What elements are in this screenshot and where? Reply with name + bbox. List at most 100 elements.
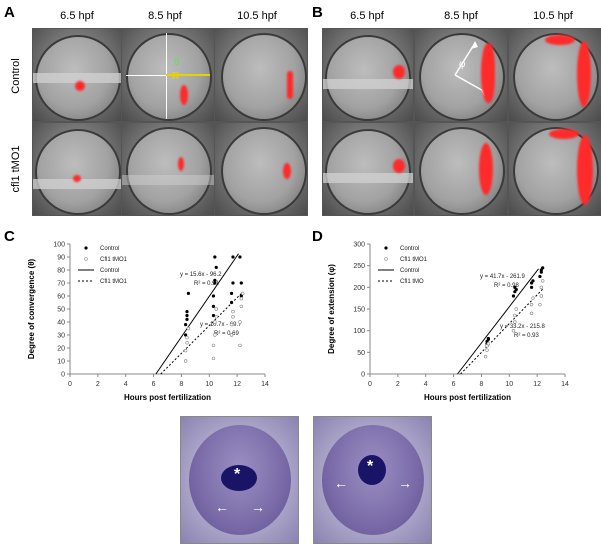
labeled-cells — [393, 65, 405, 79]
data-point — [541, 266, 545, 270]
data-point — [486, 341, 491, 346]
x-tick-label: 0 — [68, 381, 72, 388]
data-point — [513, 313, 517, 318]
embryo-photo — [214, 28, 308, 122]
x-tick-label: 12 — [533, 381, 541, 388]
y-tick-label: 70 — [57, 281, 65, 288]
y-tick-label: 0 — [361, 372, 365, 379]
data-point — [486, 336, 490, 341]
data-point — [186, 326, 191, 331]
fit-r2: R² = 0.69 — [214, 331, 240, 337]
labeled-cells — [549, 129, 579, 139]
data-point — [184, 333, 188, 337]
data-point — [211, 294, 216, 298]
fit-r2: R² = 0.91 — [194, 281, 220, 287]
chart-convergence: 0 2 4 6 8 10 12 14 0 10 20 30 40 50 60 70 80 90 100 Hours p… — [27, 242, 269, 403]
data-point — [239, 296, 244, 301]
fit-r2: R² = 0.98 — [494, 283, 520, 289]
labeled-cells — [577, 41, 591, 107]
data-point — [241, 291, 245, 296]
data-point — [539, 294, 544, 298]
panel-a-col-label: 10.5 hpf — [237, 10, 277, 22]
data-point — [185, 310, 189, 314]
y-tick-label: 90 — [57, 255, 65, 262]
data-point — [485, 348, 489, 352]
data-point — [183, 359, 188, 363]
embryo-photo — [32, 28, 122, 122]
asterisk-marker: * — [234, 466, 241, 483]
legend-label: Cfl1 tMO — [400, 279, 424, 285]
y-tick-label: 30 — [57, 333, 65, 340]
panel-b-col-label: 8.5 hpf — [444, 10, 478, 22]
data-point — [511, 328, 516, 333]
x-tick-label: 4 — [424, 381, 428, 388]
x-tick-label: 2 — [396, 381, 400, 388]
arrow-right: → — [398, 475, 412, 491]
data-point — [231, 255, 235, 259]
y-tick-label: 250 — [353, 263, 365, 270]
x-tick-label: 2 — [96, 381, 100, 388]
embryo-photo — [322, 28, 414, 122]
data-point — [213, 320, 217, 324]
labeled-cells — [180, 85, 188, 105]
fit-equation: y = 41.7x - 261.9 — [480, 274, 526, 280]
y-tick-label: 150 — [353, 307, 365, 314]
x-tick-label: 6 — [452, 381, 456, 388]
chart-extension: 0 2 4 6 8 10 12 14 0 50 100 150 200 250 300 Hours post … — [327, 242, 569, 403]
y-tick-label: 100 — [53, 242, 65, 249]
labeled-cells — [545, 35, 575, 45]
x-tick-label: 10 — [505, 381, 513, 388]
theta-label: θ — [174, 57, 180, 68]
embryo-photo — [508, 122, 601, 216]
y-tick-label: 0 — [61, 372, 65, 379]
r-label: R — [172, 71, 180, 82]
data-point — [211, 343, 216, 348]
labeled-cells — [479, 143, 493, 195]
labeled-cells — [577, 135, 593, 205]
data-point — [214, 315, 218, 319]
data-point — [214, 265, 218, 269]
labeled-cells — [481, 43, 495, 103]
x-tick-label: 10 — [205, 381, 213, 388]
yolk-margin — [33, 179, 121, 189]
data-point — [513, 320, 517, 324]
legend-label: Cfl1 tMO1 — [400, 257, 428, 263]
data-point — [184, 323, 188, 327]
yolk-margin — [323, 173, 413, 183]
data-point — [213, 333, 217, 337]
panel-letter-b: B — [312, 4, 323, 21]
legend-label: Control — [100, 246, 119, 252]
fit-equation: y = 15.6x - 96.2 — [180, 272, 222, 278]
yolk-margin — [323, 79, 413, 89]
labeled-cells — [178, 157, 184, 171]
data-point — [514, 307, 518, 311]
x-tick-label: 4 — [124, 381, 128, 388]
data-point — [185, 317, 189, 321]
legend-label: Control — [400, 268, 419, 274]
arrow-left: ← — [334, 475, 348, 491]
data-point — [239, 294, 243, 298]
data-point — [185, 335, 189, 340]
data-point — [539, 285, 544, 290]
data-point — [511, 294, 516, 298]
data-point — [483, 354, 488, 359]
data-point — [185, 341, 189, 345]
data-point — [529, 311, 534, 316]
embryo-photo: φ — [414, 28, 508, 122]
data-point — [238, 255, 242, 259]
fit-line — [457, 268, 539, 375]
data-point — [529, 302, 534, 307]
data-point — [541, 279, 545, 283]
y-tick-label: 40 — [57, 320, 65, 327]
panel-a-col-label: 6.5 hpf — [60, 10, 94, 22]
data-point — [538, 274, 542, 279]
data-point — [213, 278, 217, 282]
fit-line — [155, 253, 239, 375]
embryo-photo — [121, 122, 215, 216]
embryo — [126, 127, 212, 215]
x-tick-label: 0 — [368, 381, 372, 388]
y-tick-label: 20 — [57, 346, 65, 353]
data-point — [213, 255, 217, 259]
embryo-photo — [322, 122, 414, 216]
x-tick-label: 12 — [233, 381, 241, 388]
